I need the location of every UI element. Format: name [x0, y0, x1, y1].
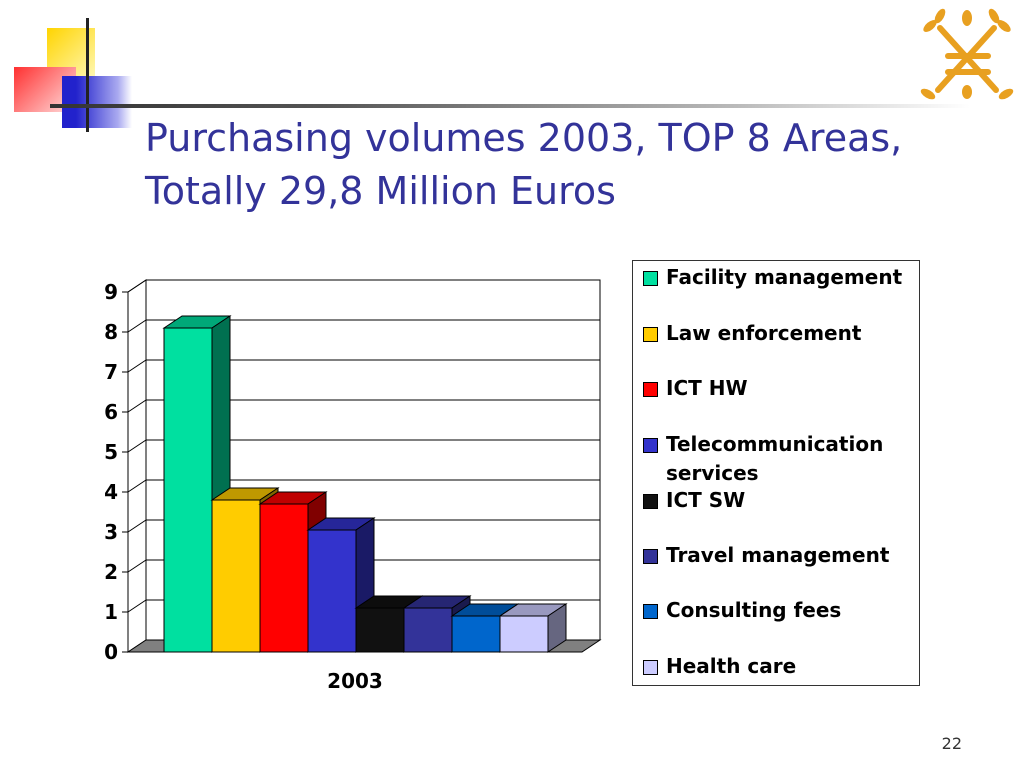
y-tick-label: 5	[104, 440, 118, 464]
gridline-side	[127, 359, 147, 373]
gridline-side	[127, 399, 147, 413]
y-tick-label: 6	[104, 400, 118, 424]
y-tick-label: 8	[104, 320, 118, 344]
y-tick-label: 1	[104, 600, 118, 624]
slide-title: Purchasing volumes 2003, TOP 8 Areas, To…	[145, 112, 985, 218]
legend-swatch	[643, 438, 658, 453]
bar-side	[547, 603, 567, 653]
legend-swatch	[643, 660, 658, 675]
decor-vertical-line	[86, 18, 89, 132]
legend-swatch	[643, 271, 658, 286]
bar	[499, 615, 549, 653]
chart-side-wall	[127, 279, 147, 653]
legend-label: Travel management	[666, 543, 890, 567]
decor-horizontal-rule	[50, 104, 970, 108]
bar	[163, 327, 213, 653]
gridline-side	[127, 599, 147, 613]
legend-label: Law enforcement	[666, 321, 862, 345]
legend-swatch	[643, 604, 658, 619]
emblem-logo	[920, 8, 1014, 100]
title-line-1: Purchasing volumes 2003, TOP 8 Areas,	[145, 116, 903, 160]
title-line-2: Totally 29,8 Million Euros	[145, 169, 616, 213]
legend-label: Telecommunication services	[666, 432, 884, 485]
legend-swatch	[643, 382, 658, 397]
legend-label: Health care	[666, 654, 797, 678]
decor-blue-square	[62, 76, 132, 128]
bar	[211, 499, 261, 653]
y-tick-label: 9	[104, 280, 118, 304]
legend-label: ICT SW	[666, 488, 746, 512]
bar	[355, 607, 405, 653]
legend-label: Facility management	[666, 265, 903, 289]
legend-swatch	[643, 494, 658, 509]
y-tick-label: 4	[104, 480, 118, 504]
page-number: 22	[941, 734, 962, 753]
chart-legend: Facility management Law enforcement ICT HW…	[632, 260, 920, 686]
bar	[259, 503, 309, 653]
gridline-side	[127, 319, 147, 333]
y-tick-label: 0	[104, 640, 118, 664]
gridline-side	[127, 279, 147, 293]
legend-swatch	[643, 549, 658, 564]
bar	[403, 607, 453, 653]
y-tick-label: 2	[104, 560, 118, 584]
x-category-label: 2003	[327, 669, 383, 693]
legend-swatch	[643, 327, 658, 342]
legend-label: ICT HW	[666, 376, 748, 400]
gridline-side	[127, 439, 147, 453]
bar	[451, 615, 501, 653]
gridline-side	[127, 519, 147, 533]
legend-label: Consulting fees	[666, 598, 842, 622]
y-tick-label: 3	[104, 520, 118, 544]
y-tick-label: 7	[104, 360, 118, 384]
bar	[307, 529, 357, 653]
gridline-side	[127, 559, 147, 573]
gridline-side	[127, 479, 147, 493]
